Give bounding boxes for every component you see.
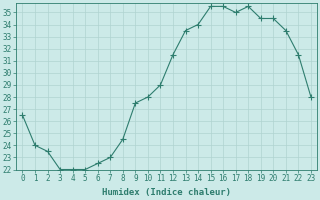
X-axis label: Humidex (Indice chaleur): Humidex (Indice chaleur)	[102, 188, 231, 197]
